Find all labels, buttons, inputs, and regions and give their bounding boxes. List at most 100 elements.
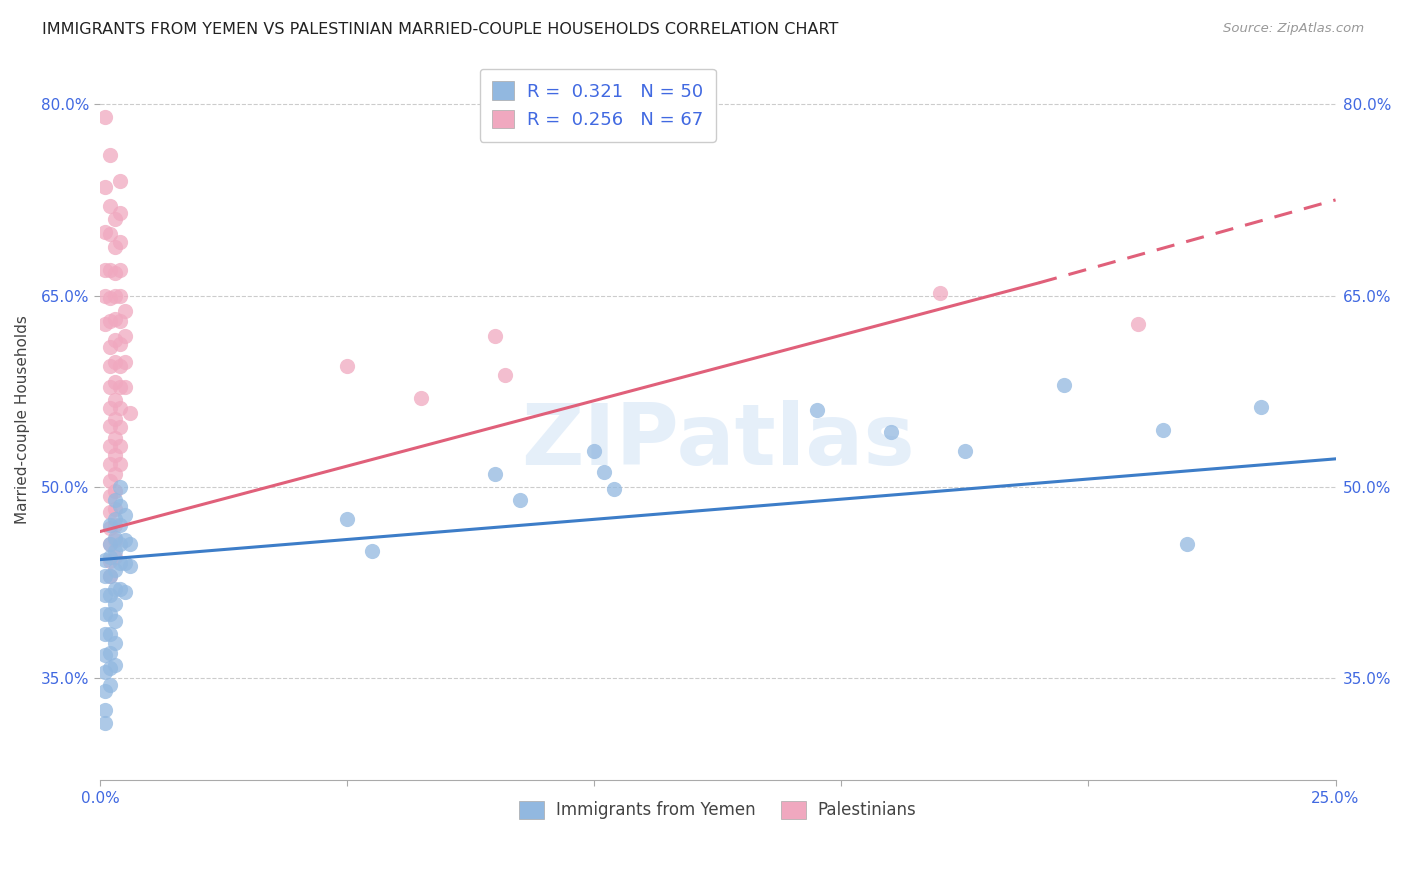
Point [98,457,121,471]
Point [104,333,127,347]
Point [108,380,131,394]
Point [108,537,131,551]
Point [118,537,141,551]
Point [104,432,127,446]
Point [108,174,131,188]
Point [98,199,121,213]
Point [104,582,127,596]
Point [1250,400,1272,414]
Point [94,110,117,124]
Point [98,291,121,305]
Point [104,597,127,611]
Point [98,418,121,433]
Point [98,569,121,583]
Point [98,569,121,583]
Point [108,518,131,533]
Point [108,557,131,571]
Point [104,448,127,462]
Point [94,715,117,730]
Point [98,340,121,354]
Point [98,263,121,277]
Point [583,444,606,458]
Point [104,614,127,628]
Point [104,533,127,548]
Point [98,505,121,519]
Point [104,531,127,545]
Point [94,317,117,331]
Point [98,607,121,622]
Point [94,180,117,194]
Point [108,480,131,494]
Point [104,376,127,390]
Point [1126,317,1149,331]
Point [94,225,117,239]
Point [880,425,903,439]
Point [94,626,117,640]
Point [108,314,131,328]
Point [104,212,127,227]
Point [108,288,131,302]
Point [108,337,131,351]
Text: ZIPatlas: ZIPatlas [520,401,915,483]
Point [603,483,626,497]
Point [104,563,127,577]
Point [98,626,121,640]
Point [98,227,121,242]
Point [104,512,127,526]
Point [114,508,136,522]
Point [94,703,117,717]
Point [104,483,127,498]
Point [98,518,121,533]
Point [98,588,121,602]
Point [98,148,121,162]
Point [104,543,127,558]
Point [108,457,131,471]
Point [108,235,131,249]
Point [1152,423,1174,437]
Point [494,368,516,382]
Point [104,355,127,369]
Point [98,678,121,692]
Point [953,444,976,458]
Point [108,359,131,373]
Point [411,391,433,405]
Point [104,492,127,507]
Point [114,355,136,369]
Point [108,582,131,596]
Point [806,403,828,417]
Point [108,420,131,434]
Point [104,658,127,673]
Point [98,646,121,660]
Point [118,406,141,420]
Point [94,263,117,277]
Point [94,588,117,602]
Point [104,393,127,408]
Point [114,533,136,548]
Point [104,311,127,326]
Point [94,288,117,302]
Point [509,492,531,507]
Point [114,584,136,599]
Point [98,474,121,488]
Point [108,205,131,219]
Point [108,499,131,513]
Point [360,543,382,558]
Point [98,359,121,373]
Point [98,550,121,565]
Point [114,557,136,571]
Point [98,537,121,551]
Point [98,554,121,568]
Point [104,240,127,254]
Point [118,559,141,574]
Point [484,467,506,482]
Point [114,380,136,394]
Point [929,286,952,301]
Point [94,569,117,583]
Point [104,518,127,533]
Point [1053,377,1076,392]
Point [484,329,506,343]
Point [98,439,121,453]
Point [104,467,127,482]
Legend: Immigrants from Yemen, Palestinians: Immigrants from Yemen, Palestinians [513,794,922,826]
Text: IMMIGRANTS FROM YEMEN VS PALESTINIAN MARRIED-COUPLE HOUSEHOLDS CORRELATION CHART: IMMIGRANTS FROM YEMEN VS PALESTINIAN MAR… [42,22,838,37]
